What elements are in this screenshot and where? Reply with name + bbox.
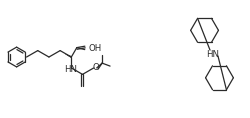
- Text: OH: OH: [89, 44, 102, 53]
- Text: O: O: [92, 63, 99, 72]
- Text: HN: HN: [206, 50, 219, 59]
- Polygon shape: [65, 54, 72, 57]
- Text: HN: HN: [64, 65, 77, 74]
